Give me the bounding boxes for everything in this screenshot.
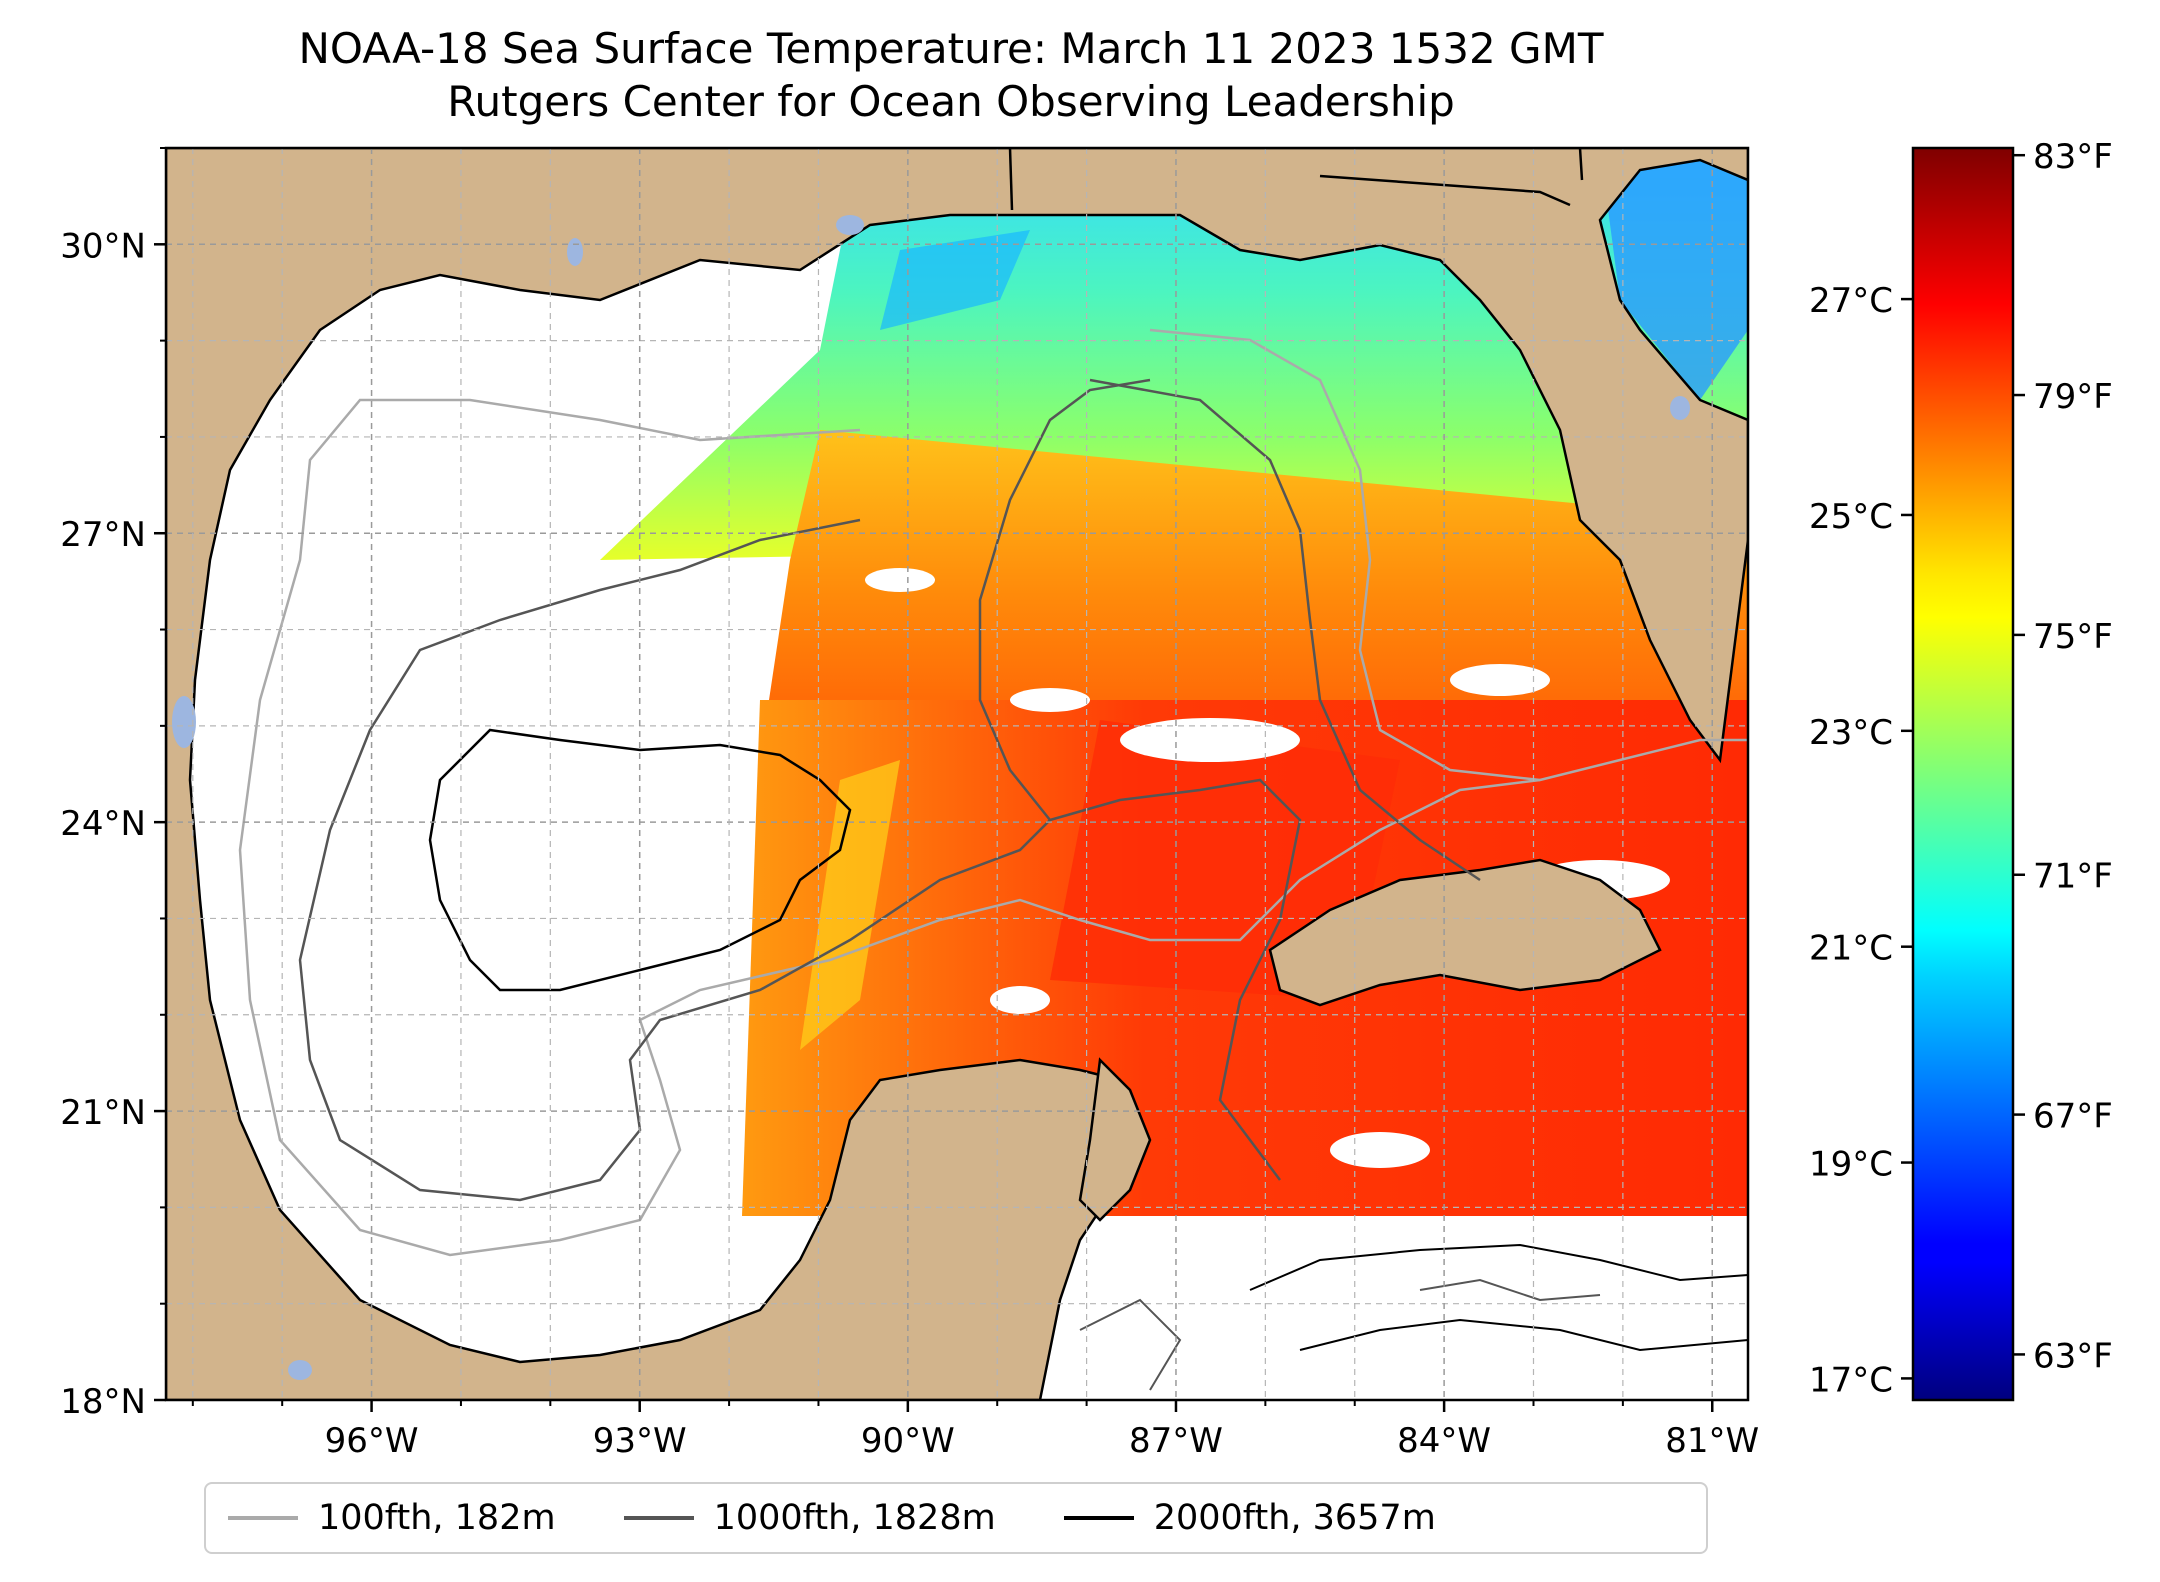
fahrenheit-tick-label: 75°F bbox=[2033, 617, 2113, 657]
legend-swatch-2000fth bbox=[1063, 1516, 1134, 1520]
celsius-tick-label: 21°C bbox=[1809, 929, 1893, 969]
land bbox=[166, 148, 1748, 1400]
legend-label-100fth: 100fth, 182m bbox=[318, 1498, 556, 1538]
map-frame bbox=[164, 146, 1750, 1402]
colorbar bbox=[1911, 146, 2015, 1402]
lat-tick-label: 27°N bbox=[60, 515, 146, 555]
celsius-tick-label: 23°C bbox=[1809, 713, 1893, 753]
lon-tick-label: 93°W bbox=[593, 1421, 687, 1461]
lon-tick-label: 90°W bbox=[861, 1421, 955, 1461]
fahrenheit-axis: 83°F 79°F 75°F 71°F 67°F 63°F bbox=[2013, 137, 2113, 1376]
map-subtitle: Rutgers Center for Ocean Observing Leade… bbox=[447, 77, 1455, 126]
fahrenheit-tick-label: 71°F bbox=[2033, 857, 2113, 897]
legend-item-2000fth: 2000fth, 3657m bbox=[1063, 1498, 1436, 1538]
celsius-tick-label: 27°C bbox=[1809, 281, 1893, 321]
legend-label-1000fth: 1000fth, 1828m bbox=[713, 1498, 996, 1538]
lat-tick-label: 21°N bbox=[60, 1093, 146, 1133]
map-title-block: NOAA-18 Sea Surface Temperature: March 1… bbox=[0, 22, 1902, 128]
fahrenheit-tick-label: 63°F bbox=[2033, 1336, 2113, 1376]
lon-tick-label: 84°W bbox=[1397, 1421, 1491, 1461]
lat-tick-label: 18°N bbox=[60, 1382, 146, 1422]
legend-item-100fth: 100fth, 182m bbox=[228, 1498, 556, 1538]
fahrenheit-tick-label: 67°F bbox=[2033, 1097, 2113, 1137]
map-title: NOAA-18 Sea Surface Temperature: March 1… bbox=[298, 24, 1604, 73]
lat-tick-label: 30°N bbox=[60, 226, 146, 266]
lat-tick-label: 24°N bbox=[60, 804, 146, 844]
state-boundaries bbox=[1008, 148, 1584, 211]
longitude-axis: 96°W 93°W 90°W 87°W 84°W 81°W bbox=[191, 1400, 1759, 1461]
lon-tick-label: 96°W bbox=[325, 1421, 419, 1461]
celsius-axis: 27°C 25°C 23°C 21°C 19°C 17°C bbox=[1809, 281, 1913, 1400]
legend-swatch-1000fth bbox=[623, 1516, 694, 1520]
fahrenheit-tick-label: 79°F bbox=[2033, 377, 2113, 417]
lon-tick-label: 81°W bbox=[1665, 1421, 1759, 1461]
celsius-tick-label: 19°C bbox=[1809, 1145, 1893, 1185]
lon-tick-label: 87°W bbox=[1129, 1421, 1223, 1461]
legend-swatch-100fth bbox=[228, 1516, 298, 1520]
latitude-axis: 30°N 27°N 24°N 21°N 18°N bbox=[60, 147, 166, 1422]
legend-item-1000fth: 1000fth, 1828m bbox=[623, 1498, 996, 1538]
celsius-tick-label: 17°C bbox=[1809, 1360, 1893, 1400]
bathymetry-legend: 100fth, 182m 1000fth, 1828m 2000fth, 365… bbox=[204, 1482, 1708, 1554]
celsius-tick-label: 25°C bbox=[1809, 497, 1893, 537]
map-panel bbox=[166, 148, 1748, 1400]
fahrenheit-tick-label: 83°F bbox=[2033, 137, 2113, 177]
legend-label-2000fth: 2000fth, 3657m bbox=[1153, 1498, 1436, 1538]
